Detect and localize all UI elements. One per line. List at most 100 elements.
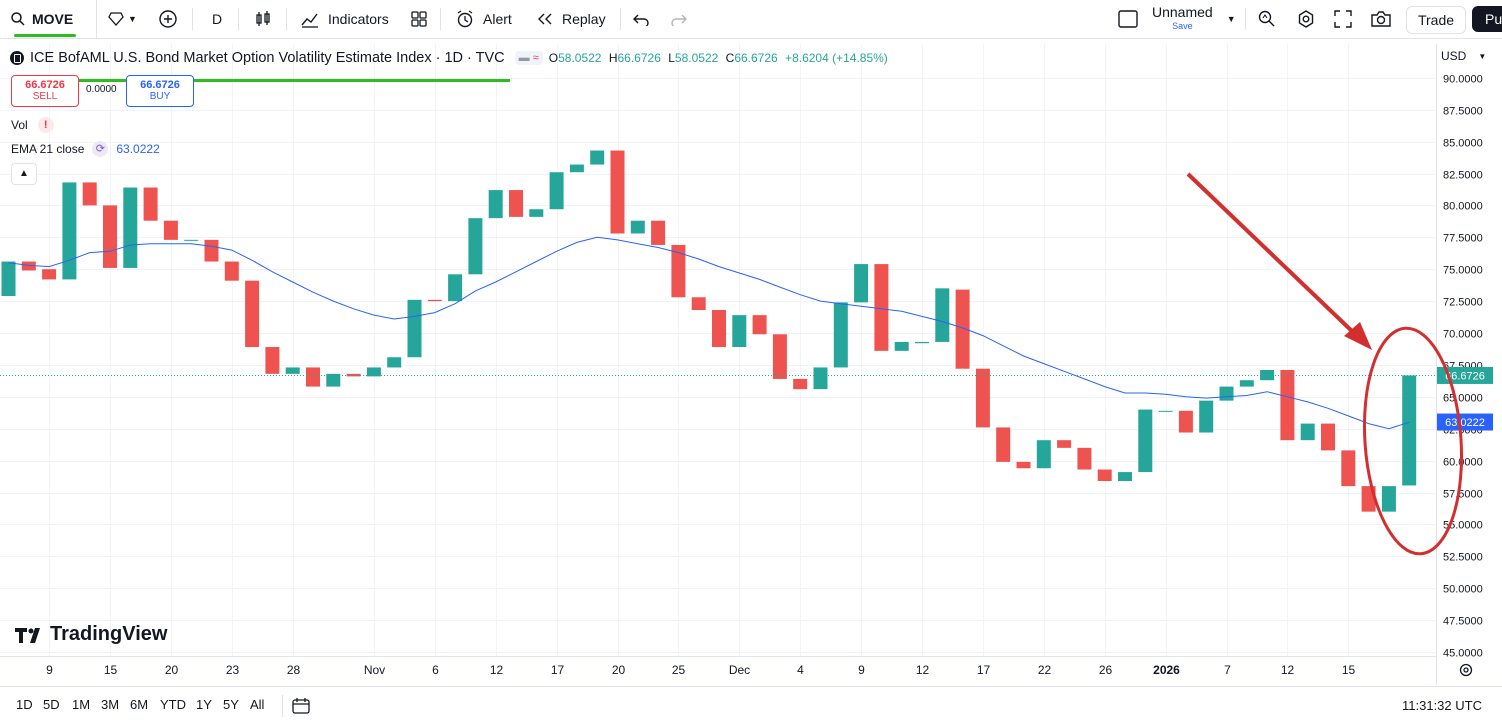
snapshot-button[interactable] <box>1370 0 1392 38</box>
symbol-search[interactable]: MOVE <box>4 0 97 38</box>
price-tick-label: 55.0000 <box>1443 520 1483 532</box>
alert-button[interactable]: Alert <box>455 0 512 38</box>
high-value: 66.6726 <box>617 51 661 65</box>
price-tick-label: 50.0000 <box>1443 584 1483 596</box>
candle <box>793 378 808 390</box>
candle <box>82 182 97 206</box>
quick-search-button[interactable] <box>1257 0 1277 38</box>
axis-settings-button[interactable] <box>1458 662 1474 683</box>
annotation-arrow <box>1186 172 1372 350</box>
range-6m[interactable]: 6M <box>130 697 149 712</box>
time-tick-label: 9 <box>858 663 865 677</box>
settings-button[interactable] <box>1296 0 1316 38</box>
redo-button[interactable] <box>670 0 688 38</box>
candle <box>1321 423 1335 451</box>
candle <box>163 220 178 240</box>
candles-icon <box>256 11 270 26</box>
compare-symbols-button[interactable]: ▼ <box>108 0 137 38</box>
candle <box>1381 486 1396 512</box>
ema-price-label: 63.0222 <box>1437 413 1493 431</box>
range-5d[interactable]: 5D <box>43 697 60 712</box>
candle <box>610 150 625 234</box>
candle <box>326 373 341 387</box>
candle <box>1036 440 1051 469</box>
price-chart[interactable]: 45.0000 47.5000 50.0000 52.5000 55.0000 57.50… <box>0 40 1502 685</box>
symbol-title[interactable]: ICE BofAML U.S. Bond Market Option Volat… <box>30 50 505 66</box>
add-symbol-button[interactable] <box>158 0 178 38</box>
candle <box>346 373 361 377</box>
time-tick-label: 26 <box>1099 663 1113 677</box>
volume-study[interactable]: Vol ! <box>11 117 54 133</box>
indicators-label: Indicators <box>328 11 389 27</box>
low-label: L <box>668 51 675 65</box>
buy-label: BUY <box>149 91 171 102</box>
candle <box>996 427 1011 462</box>
toolbar-divider <box>620 8 621 30</box>
loading-icon: ⟳ <box>92 141 109 157</box>
price-tick-label: 80.0000 <box>1443 201 1483 213</box>
candle <box>42 269 57 280</box>
candle <box>123 187 138 268</box>
replay-button[interactable]: Replay <box>536 0 606 38</box>
candle <box>915 341 929 344</box>
symbol-underline <box>14 34 76 37</box>
layout-menu[interactable]: Unnamed Save ▼ <box>1118 0 1236 38</box>
price-tick-label: 82.5000 <box>1443 170 1483 182</box>
utc-clock[interactable]: 11:31:32 UTC <box>1402 698 1482 713</box>
candle <box>448 274 463 302</box>
ema-study[interactable]: EMA 21 close ⟳ 63.0222 <box>11 141 160 157</box>
go-to-date-button[interactable] <box>291 696 311 719</box>
undo-button[interactable] <box>632 0 650 38</box>
indicators-button[interactable]: Indicators <box>300 0 389 38</box>
warning-icon: ! <box>37 117 54 133</box>
sell-price: 66.6726 <box>25 79 65 91</box>
publish-button[interactable]: Pul <box>1472 6 1502 32</box>
ema-label: EMA 21 close <box>11 142 85 156</box>
range-1m[interactable]: 1M <box>72 697 91 712</box>
settings-gear-icon <box>1459 663 1473 677</box>
price-tick-label: 77.5000 <box>1443 233 1483 245</box>
ohlc-values: O58.0522 H66.6726 L58.0522 C66.6726 +8.6… <box>549 51 888 65</box>
low-value: 58.0522 <box>674 51 719 65</box>
time-tick-label: 20 <box>165 663 179 677</box>
price-tick-label: 57.5000 <box>1443 489 1483 501</box>
candle <box>1016 461 1031 469</box>
candle <box>1 261 16 296</box>
sell-button[interactable]: 66.6726 SELL <box>11 75 79 107</box>
candle <box>103 205 117 268</box>
vol-label: Vol <box>11 118 28 132</box>
candle <box>427 299 442 302</box>
range-1y[interactable]: 1Y <box>196 697 212 712</box>
candle <box>955 289 970 369</box>
candle <box>549 172 564 210</box>
candle <box>204 239 219 262</box>
range-3m[interactable]: 3M <box>101 697 120 712</box>
trade-button[interactable]: Trade <box>1406 6 1466 34</box>
price-tick-label: 65.0000 <box>1443 393 1483 405</box>
candle <box>935 288 950 342</box>
layouts-button[interactable] <box>410 0 428 38</box>
candle <box>285 367 300 374</box>
candle <box>366 367 381 377</box>
chart-type-button[interactable] <box>254 0 272 38</box>
range-5y[interactable]: 5Y <box>223 697 239 712</box>
candle <box>569 164 584 173</box>
buy-button[interactable]: 66.6726 BUY <box>126 75 194 107</box>
range-ytd[interactable]: YTD <box>160 697 186 712</box>
plus-circle-icon <box>159 10 177 28</box>
toolbar-divider <box>1245 8 1246 30</box>
change-value: +8.6204 (+14.85%) <box>785 51 888 65</box>
time-tick-label: 4 <box>797 663 804 677</box>
layout-name: Unnamed <box>1152 4 1213 20</box>
time-tick-label: 7 <box>1224 663 1231 677</box>
watermark-text: TradingView <box>50 623 168 645</box>
range-all[interactable]: All <box>250 697 265 712</box>
currency-selector[interactable]: USD ▼ <box>1441 49 1487 63</box>
legend-toggle-icon[interactable]: ▬ ≈ <box>514 51 543 65</box>
range-1d[interactable]: 1D <box>16 697 33 712</box>
toolbar-divider <box>282 695 283 717</box>
collapse-legend-button[interactable]: ▲ <box>11 163 37 185</box>
interval-button[interactable]: D <box>212 0 222 38</box>
fullscreen-button[interactable] <box>1334 0 1352 38</box>
time-tick-label: 9 <box>46 663 53 677</box>
